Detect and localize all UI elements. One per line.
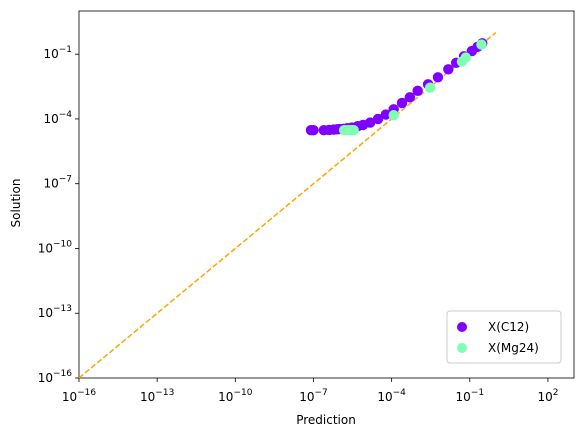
point-c12 [443, 64, 454, 75]
y-axis-label: Solution [9, 179, 23, 228]
points-group [305, 38, 488, 136]
legend-box [446, 310, 562, 364]
point-c12 [432, 72, 444, 83]
legend-label-c12: X(C12) [488, 320, 529, 334]
point-c12 [396, 97, 408, 109]
x-axis-label: Prediction [296, 413, 356, 427]
point-mg24 [476, 39, 487, 50]
y-tick-label: 10−1 [43, 45, 72, 61]
point-mg24 [348, 125, 359, 136]
legend-label-mg24: X(Mg24) [488, 341, 539, 355]
x-axis-ticks: 10−16 10−13 10−10 10−7 10−4 10−1 102 [62, 378, 558, 404]
x-tick-label: 10−10 [218, 388, 253, 404]
legend-marker-mg24 [457, 343, 467, 353]
point-c12 [404, 92, 416, 103]
x-tick-label: 10−13 [140, 388, 174, 404]
legend-marker-c12 [457, 322, 467, 332]
y-tick-label: 10−4 [43, 110, 72, 126]
y-axis-ticks: 10−16 10−13 10−10 10−7 10−4 10−1 [38, 45, 79, 385]
point-mg24 [424, 82, 436, 93]
point-c12 [364, 117, 376, 128]
point-mg24 [460, 52, 471, 63]
y-tick-label: 10−7 [43, 175, 72, 191]
point-mg24 [388, 109, 399, 121]
point-c12 [412, 85, 423, 97]
point-c12 [380, 109, 392, 120]
x-tick-label: 10−7 [299, 388, 328, 404]
y-tick-label: 10−10 [38, 239, 73, 255]
point-c12 [372, 113, 384, 125]
y-tick-label: 10−13 [38, 304, 72, 320]
x-tick-label: 10−1 [456, 388, 485, 404]
x-tick-label: 10−4 [377, 388, 406, 404]
legend: X(C12) X(Mg24) [446, 310, 562, 364]
x-tick-label: 102 [537, 388, 558, 404]
point-c12 [308, 125, 319, 136]
y-tick-label: 10−16 [38, 369, 73, 385]
x-tick-label: 10−16 [62, 388, 97, 404]
